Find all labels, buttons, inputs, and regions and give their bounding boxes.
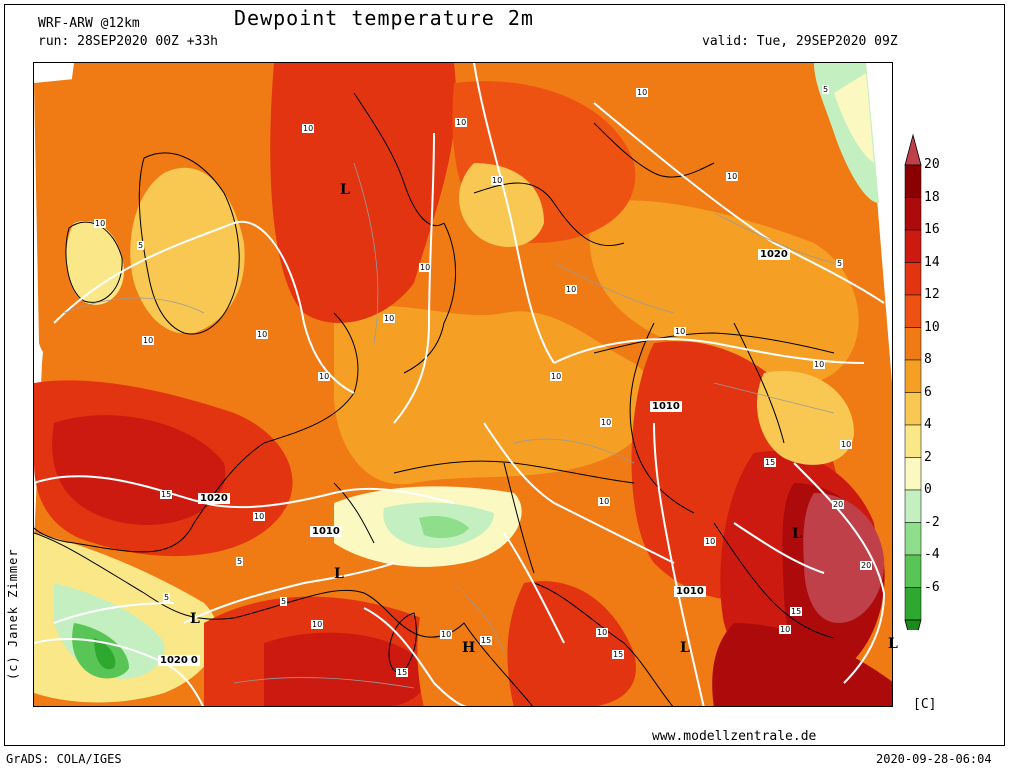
legend-tick-label: 10 — [924, 319, 940, 335]
color-legend — [900, 130, 960, 652]
low-pressure-marker: L — [792, 526, 802, 542]
valid-time-label: valid: Tue, 29SEP2020 09Z — [702, 34, 898, 49]
contour-label: 10 — [142, 336, 155, 345]
copyright-label: (c) Janek Zimmer — [6, 548, 20, 680]
isobar-label: 1010 — [674, 586, 706, 597]
model-label: WRF-ARW @12km — [38, 16, 140, 31]
low-pressure-marker: L — [334, 566, 344, 582]
dewpoint-map — [33, 62, 893, 707]
contour-label: 10 — [726, 172, 739, 181]
low-pressure-marker: L — [340, 182, 350, 198]
legend-colorbar — [904, 133, 922, 652]
contour-label: 15 — [790, 607, 803, 616]
contour-label: 15 — [612, 650, 625, 659]
run-label: run: 28SEP2020 00Z +33h — [38, 34, 219, 49]
contour-label: 5 — [836, 259, 844, 268]
legend-swatch — [904, 229, 922, 263]
contour-label: 10 — [455, 118, 468, 127]
contour-label: 10 — [440, 630, 453, 639]
contour-label: 10 — [94, 219, 107, 228]
contour-label: 20 — [860, 561, 873, 570]
figure-frame — [4, 4, 1005, 746]
legend-tick-label: 4 — [924, 417, 932, 432]
contour-label: 10 — [419, 263, 432, 272]
legend-swatch — [904, 197, 922, 231]
contour-label: 10 — [779, 625, 792, 634]
legend-swatch — [904, 489, 922, 523]
contour-label: 10 — [318, 372, 331, 381]
legend-swatch — [904, 457, 922, 491]
legend-tick-label: -2 — [924, 514, 940, 530]
legend-tick-label: 20 — [924, 157, 940, 172]
contour-label: 10 — [311, 620, 324, 629]
legend-swatch — [904, 294, 922, 328]
isobar-label: 1010 — [650, 401, 682, 412]
software-credit: GrADS: COLA/IGES — [6, 752, 122, 766]
legend-swatch — [904, 587, 922, 621]
creation-timestamp: 2020-09-28-06:04 — [876, 752, 992, 766]
website-label: www.modellzentrale.de — [652, 729, 817, 744]
contour-label: 20 — [832, 500, 845, 509]
legend-tick-label: 0 — [924, 482, 932, 497]
low-pressure-marker: L — [888, 636, 898, 652]
contour-label: 10 — [813, 360, 826, 369]
legend-swatch — [904, 554, 922, 588]
legend-swatch — [904, 424, 922, 458]
contour-label: 10 — [565, 285, 578, 294]
legend-swatch — [904, 164, 922, 198]
contour-label: 10 — [491, 176, 504, 185]
contour-label: 10 — [550, 372, 563, 381]
contour-label: 10 — [302, 124, 315, 133]
contour-label: 10 — [600, 418, 613, 427]
legend-swatch — [904, 359, 922, 393]
legend-tick-label: -4 — [924, 547, 940, 562]
contour-label: 10 — [636, 88, 649, 97]
legend-tick-label: 14 — [924, 254, 940, 270]
contour-label: 15 — [396, 668, 409, 677]
unit-label: [C] — [913, 697, 937, 712]
contour-label: 15 — [160, 490, 173, 499]
legend-tick-label: 6 — [924, 384, 932, 400]
contour-label: 10 — [253, 512, 266, 521]
legend-bottom-arrow — [904, 619, 922, 652]
legend-swatch — [904, 522, 922, 556]
contour-label: 5 — [236, 557, 244, 566]
legend-swatch — [904, 262, 922, 296]
contour-label: 10 — [598, 497, 611, 506]
chart-title: Dewpoint temperature 2m — [234, 6, 534, 30]
contour-label: 10 — [383, 314, 396, 323]
legend-tick-label: 12 — [924, 287, 940, 302]
isobar-label: 1020 — [198, 493, 230, 504]
low-pressure-marker: L — [190, 611, 200, 627]
contour-label: 15 — [480, 636, 493, 645]
isobar-label: 1020 — [758, 249, 790, 260]
legend-swatch — [904, 327, 922, 361]
isobar-label: 1020 — [158, 655, 190, 666]
legend-tick-label: 16 — [924, 222, 940, 237]
legend-tick-label: 18 — [924, 189, 940, 205]
contour-label: 10 — [256, 330, 269, 339]
contour-label: 10 — [840, 440, 853, 449]
isobar-label: 1010 — [310, 526, 342, 537]
high-pressure-marker: H — [462, 640, 476, 656]
contour-label: 10 — [704, 537, 717, 546]
legend-tick-label: 2 — [924, 449, 932, 465]
legend-top-arrow — [904, 133, 922, 166]
contour-label: 5 — [163, 593, 171, 602]
legend-swatch — [904, 392, 922, 426]
contour-label: 10 — [596, 628, 609, 637]
legend-tick-label: -6 — [924, 579, 940, 595]
contour-label: 5 — [280, 597, 288, 606]
low-pressure-marker: L — [680, 640, 690, 656]
contour-label: 5 — [137, 241, 145, 250]
contour-label: 10 — [674, 327, 687, 336]
legend-tick-label: 8 — [924, 352, 932, 367]
contour-label: 15 — [764, 458, 777, 467]
contour-label: 5 — [822, 85, 830, 94]
